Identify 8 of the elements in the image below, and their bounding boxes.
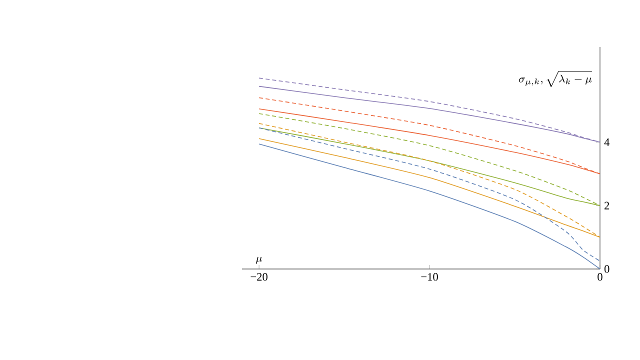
y-tick-label: 4 [604,138,610,146]
y-tick-label: 0 [604,265,610,273]
x-tick-label: −10 [421,273,438,281]
y-tick-label: 2 [604,202,610,210]
x-tick-label: 0 [598,273,602,281]
y-axis-title: $\sigma_{\mu,k},\sqrt{\lambda_k-\mu}$ [518,70,592,87]
x-axis-title: $\mu$ [256,256,262,264]
x-tick-label: −20 [250,273,268,281]
